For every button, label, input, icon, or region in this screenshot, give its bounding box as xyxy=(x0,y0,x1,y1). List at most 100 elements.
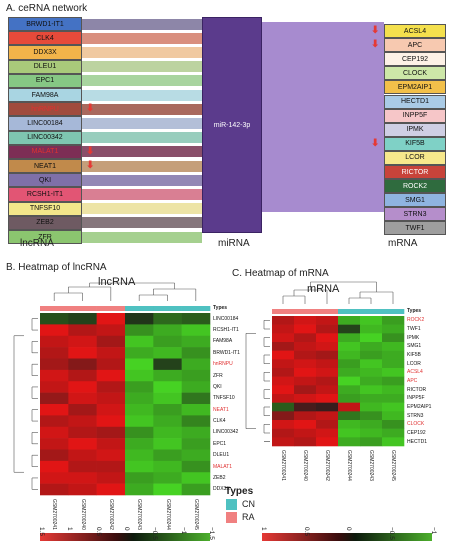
heatmap-cell xyxy=(181,415,211,428)
lncrna-band xyxy=(82,217,202,229)
heatmap-cell xyxy=(68,404,97,416)
heatmap-cell xyxy=(125,313,154,325)
heatmap-cell xyxy=(40,483,69,496)
heatmap-cell xyxy=(40,415,69,428)
mirna-axis-label: miRNA xyxy=(218,238,250,249)
heatmap-cell xyxy=(316,324,339,334)
heatmap-cell xyxy=(153,404,182,416)
down-arrow-icon: ⬇ xyxy=(371,25,380,36)
heatmap-cell xyxy=(68,313,97,325)
heatmap-cell xyxy=(125,415,154,428)
lncrna-band xyxy=(82,18,202,30)
heatmap-cell xyxy=(40,472,69,484)
lncrna-box: QKI xyxy=(8,173,82,188)
heatmap-cell xyxy=(316,428,339,438)
heatmap-cell xyxy=(272,385,295,395)
type-bar-cell xyxy=(96,306,126,311)
column-label: GSM2700243 xyxy=(368,450,374,481)
heatmap-cell xyxy=(338,368,361,377)
heatmap-cell xyxy=(382,428,405,438)
row-label: DLEU1 xyxy=(213,452,230,459)
heatmap-cell xyxy=(294,394,317,403)
heatmap-cell xyxy=(181,347,211,359)
heatmap-cell xyxy=(294,437,317,447)
lncrna-box: ZFR xyxy=(8,230,82,245)
row-label: MALAT1 xyxy=(213,463,233,470)
heatmap-cell xyxy=(360,428,383,438)
heatmap-cell xyxy=(96,460,126,473)
heatmap-cell xyxy=(40,460,69,473)
heatmap-cell xyxy=(316,368,339,377)
heatmap-cell xyxy=(40,449,69,462)
heatmap-cell xyxy=(294,411,317,421)
heatmap-cell xyxy=(338,376,361,386)
lncrna-band xyxy=(82,46,202,59)
heatmap-inner-title: lncRNA xyxy=(98,276,136,288)
heatmap-cell xyxy=(40,438,69,450)
heatmap-cell xyxy=(272,342,295,351)
heatmap-cell xyxy=(272,359,295,369)
heatmap-cell xyxy=(181,392,211,405)
row-label: BRWD1-IT1 xyxy=(213,349,240,356)
heatmap-cell xyxy=(316,411,339,421)
mrna-box: ACSL4 xyxy=(384,24,446,39)
heatmap-cell xyxy=(272,350,295,360)
row-label: CLOCK xyxy=(407,421,425,428)
row-label: HECTD1 xyxy=(407,438,428,445)
mrna-box: TWF1 xyxy=(384,221,446,236)
heatmap-cell xyxy=(153,472,182,484)
row-label: CLK4 xyxy=(213,418,226,425)
heatmap-cell xyxy=(382,368,405,377)
heatmap-cell xyxy=(153,313,182,325)
mrna-box: ROCK2 xyxy=(384,179,446,194)
heatmap-cell xyxy=(316,350,339,360)
heatmap-cell xyxy=(96,392,126,405)
heatmap-cell xyxy=(294,402,317,412)
heatmap-cell xyxy=(96,324,126,337)
row-label: RCSH1-IT1 xyxy=(213,327,239,334)
heatmap-cell xyxy=(181,449,211,462)
heatmap-cell xyxy=(68,381,97,393)
row-label: EPM2AIP1 xyxy=(407,404,432,410)
heatmap-cell xyxy=(382,342,405,351)
types-legend-swatch xyxy=(226,512,237,523)
heatmap-cell xyxy=(382,385,405,395)
lncrna-axis-label: lncRNA xyxy=(20,238,54,249)
mrna-box: SMG1 xyxy=(384,193,446,208)
types-legend-title: Types xyxy=(225,486,254,497)
heatmap-cell xyxy=(153,335,182,348)
heatmap-cell xyxy=(153,483,182,496)
heatmap-cell xyxy=(272,324,295,334)
scale-tick-label: 1 xyxy=(260,527,267,531)
heatmap-cell xyxy=(125,369,154,382)
lncrna-box: NEAT1 xyxy=(8,159,82,174)
heatmap-cell xyxy=(338,333,361,343)
type-bar-cell xyxy=(153,306,182,311)
heatmap-cell xyxy=(360,411,383,421)
heatmap-cell xyxy=(360,437,383,447)
heatmap-cell xyxy=(153,358,182,371)
scale-tick-label: 0 xyxy=(345,527,352,531)
scale-tick-label: −1 xyxy=(430,527,437,535)
heatmap-cell xyxy=(68,347,97,359)
type-bar-cell xyxy=(181,306,211,311)
heatmap-cell xyxy=(68,472,97,484)
heatmap-cell xyxy=(125,404,154,416)
type-bar-cell xyxy=(382,309,405,314)
heatmap-cell xyxy=(272,376,295,386)
section-b-title: B. Heatmap of lncRNA xyxy=(6,262,107,273)
heatmap-cell xyxy=(360,350,383,360)
mrna-box: CEP192 xyxy=(384,52,446,67)
heatmap-cell xyxy=(272,316,295,325)
heatmap-cell xyxy=(272,402,295,412)
down-arrow-icon: ⬇ xyxy=(86,103,95,115)
heatmap-cell xyxy=(40,369,69,382)
down-arrow-icon: ⬇ xyxy=(86,160,95,171)
heatmap-cell xyxy=(125,438,154,450)
lncrna-band xyxy=(82,89,202,101)
heatmap-cell xyxy=(316,316,339,325)
heatmap-cell xyxy=(294,420,317,429)
type-bar-cell xyxy=(272,309,295,314)
heatmap-cell xyxy=(40,404,69,416)
